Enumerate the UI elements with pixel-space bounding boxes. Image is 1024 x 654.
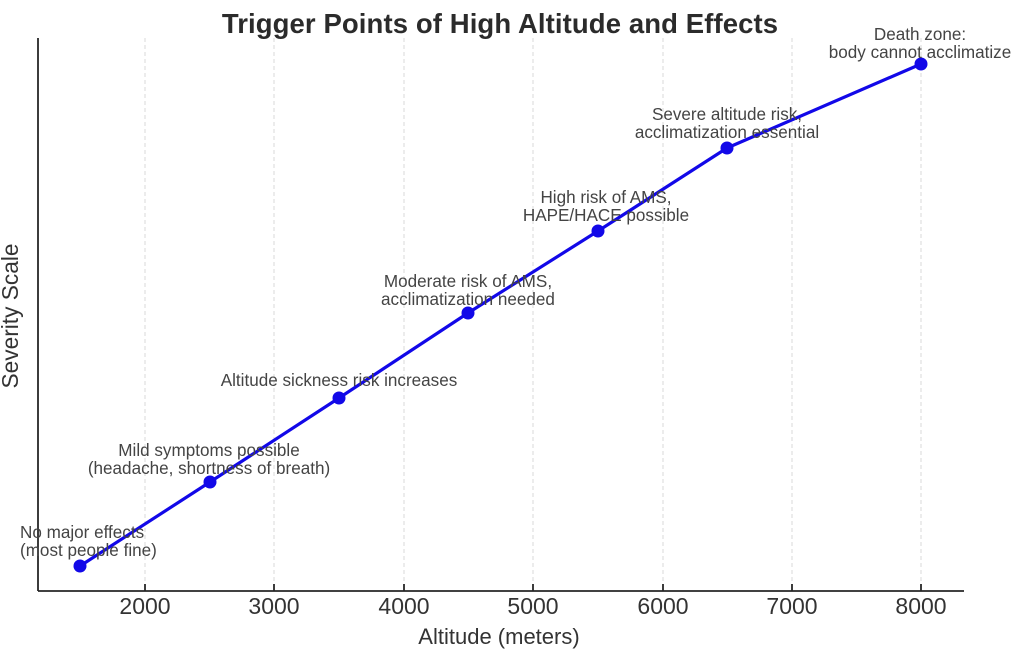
svg-text:4000: 4000 xyxy=(378,593,429,619)
svg-text:Altitude sickness risk increas: Altitude sickness risk increases xyxy=(221,371,458,390)
svg-text:(most people fine): (most people fine) xyxy=(20,541,157,560)
svg-text:(headache, shortness of breath: (headache, shortness of breath) xyxy=(88,459,330,478)
svg-text:Severity Scale: Severity Scale xyxy=(0,243,23,388)
svg-text:acclimatization needed: acclimatization needed xyxy=(381,290,555,309)
svg-text:Severe altitude risk,: Severe altitude risk, xyxy=(652,105,802,124)
svg-text:Mild symptoms possible: Mild symptoms possible xyxy=(118,441,299,460)
svg-text:HAPE/HACE possible: HAPE/HACE possible xyxy=(523,206,689,225)
svg-text:Altitude (meters): Altitude (meters) xyxy=(418,624,579,649)
svg-text:8000: 8000 xyxy=(895,593,946,619)
svg-text:acclimatization essential: acclimatization essential xyxy=(635,123,819,142)
svg-text:No major effects: No major effects xyxy=(20,523,144,542)
svg-text:body cannot acclimatize: body cannot acclimatize xyxy=(829,43,1011,62)
svg-text:5000: 5000 xyxy=(507,593,558,619)
svg-text:Death zone:: Death zone: xyxy=(874,25,966,44)
svg-text:7000: 7000 xyxy=(766,593,817,619)
svg-text:Moderate risk of AMS,: Moderate risk of AMS, xyxy=(384,272,552,291)
svg-text:High risk of AMS,: High risk of AMS, xyxy=(540,188,671,207)
svg-text:2000: 2000 xyxy=(119,593,170,619)
svg-text:6000: 6000 xyxy=(637,593,688,619)
svg-text:3000: 3000 xyxy=(248,593,299,619)
